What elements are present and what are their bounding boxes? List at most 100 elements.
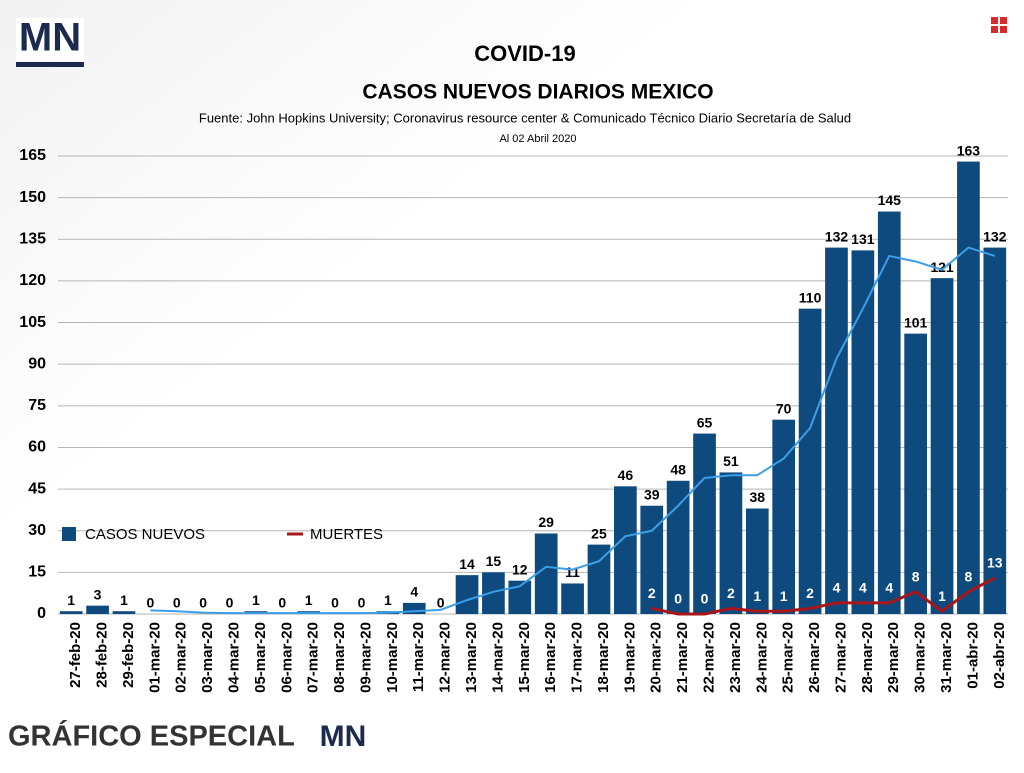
x-tick-label: 14-mar-20	[489, 622, 506, 693]
data-label: 39	[644, 486, 660, 502]
data-label: 38	[750, 489, 766, 505]
data-label: 110	[799, 289, 822, 305]
x-tick-label: 30-mar-20	[912, 622, 929, 693]
bar	[508, 580, 532, 614]
data-label: 163	[957, 142, 981, 158]
bar	[825, 247, 848, 614]
data-label: 145	[878, 192, 902, 208]
bar	[877, 211, 901, 615]
x-tick-label: 08-mar-20	[331, 622, 348, 693]
bar	[112, 611, 136, 614]
x-tick-label: 04-mar-20	[225, 622, 242, 693]
data-label: 13	[987, 555, 1003, 571]
x-tick-label: 24-mar-20	[753, 622, 770, 693]
x-tick-label: 09-mar-20	[357, 622, 374, 693]
x-tick-label: 16-mar-20	[542, 622, 559, 693]
x-tick-label: 07-mar-20	[305, 622, 322, 693]
bar	[745, 508, 769, 614]
bar	[86, 605, 109, 614]
chart-title: COVID-19	[474, 41, 575, 66]
data-label: 0	[358, 595, 366, 611]
x-tick-label: 28-feb-20	[94, 622, 111, 688]
data-label: 0	[701, 591, 709, 607]
data-label: 25	[591, 525, 607, 541]
x-tick-label: 02-abr-20	[991, 622, 1008, 689]
bar	[904, 333, 927, 614]
data-label: 65	[697, 414, 713, 430]
data-label: 1	[305, 592, 313, 608]
data-label: 4	[410, 584, 418, 600]
x-tick-label: 01-abr-20	[964, 622, 981, 689]
data-label: 51	[723, 453, 739, 469]
data-label: 0	[674, 591, 682, 607]
data-label: 0	[173, 595, 181, 611]
y-tick-label: 165	[19, 147, 46, 164]
bar	[772, 419, 796, 614]
x-tick-label: 01-mar-20	[146, 622, 163, 693]
corner-icon	[991, 17, 1007, 33]
bar	[666, 480, 690, 614]
footer-text: GRÁFICO ESPECIAL	[8, 719, 295, 753]
data-label: 0	[331, 595, 339, 611]
x-tick-label: 02-mar-20	[173, 622, 190, 693]
x-tick-label: 27-mar-20	[832, 622, 849, 693]
x-tick-label: 20-mar-20	[648, 622, 665, 693]
legend-label: MUERTES	[310, 526, 383, 543]
x-tick-label: 05-mar-20	[252, 622, 269, 693]
data-label: 1	[384, 592, 392, 608]
line	[651, 576, 996, 616]
x-tick-label: 26-mar-20	[806, 622, 823, 693]
data-label: 2	[806, 585, 814, 601]
y-tick-label: 120	[19, 272, 46, 289]
bar	[482, 572, 505, 614]
y-tick-label: 30	[28, 522, 46, 539]
data-label: 1	[252, 592, 260, 608]
data-label: 1	[780, 588, 788, 604]
x-tick-label: 21-mar-20	[674, 622, 691, 693]
bar	[798, 308, 822, 614]
x-tick-label: 10-mar-20	[384, 622, 401, 693]
y-tick-label: 15	[28, 564, 46, 581]
x-tick-label: 11-mar-20	[410, 622, 427, 692]
x-tick-label: 13-mar-20	[463, 622, 480, 693]
y-tick-label: 135	[19, 230, 46, 247]
data-label: 0	[199, 595, 207, 611]
data-label: 132	[825, 228, 849, 244]
data-label: 11	[565, 564, 580, 580]
x-tick-label: 23-mar-20	[727, 622, 744, 693]
bar	[957, 161, 980, 614]
data-label: 12	[512, 561, 528, 577]
data-label: 8	[965, 568, 973, 584]
data-label: 0	[226, 595, 234, 611]
bar	[614, 486, 637, 614]
data-label: 3	[94, 586, 102, 602]
data-label: 132	[983, 228, 1007, 244]
data-label: 8	[912, 568, 920, 584]
x-tick-label: 17-mar-20	[569, 622, 586, 693]
y-tick-label: 150	[19, 189, 46, 206]
data-label: 0	[437, 595, 445, 611]
y-tick-label: 90	[28, 355, 46, 372]
line	[150, 246, 996, 615]
legend-swatch	[62, 527, 76, 541]
x-tick-label: 19-mar-20	[621, 622, 638, 693]
logo-text: MN	[19, 16, 81, 60]
footer: GRÁFICO ESPECIAL MN	[0, 714, 380, 760]
data-label: 1	[753, 588, 761, 604]
source: Fuente: John Hopkins University; Coronav…	[199, 110, 851, 125]
y-tick-label: 45	[28, 480, 46, 497]
bar	[851, 250, 875, 614]
data-label: 1	[67, 592, 75, 608]
data-label: 1	[938, 588, 946, 604]
bar	[983, 247, 1007, 614]
x-tick-label: 28-mar-20	[859, 622, 876, 693]
bar	[534, 533, 558, 614]
data-label: 4	[885, 580, 893, 596]
x-tick-label: 22-mar-20	[700, 622, 717, 693]
data-label: 46	[618, 467, 634, 483]
data-label: 101	[904, 314, 928, 330]
data-label: 70	[776, 400, 792, 416]
data-label: 0	[146, 595, 154, 611]
legend-label: CASOS NUEVOS	[85, 526, 205, 543]
